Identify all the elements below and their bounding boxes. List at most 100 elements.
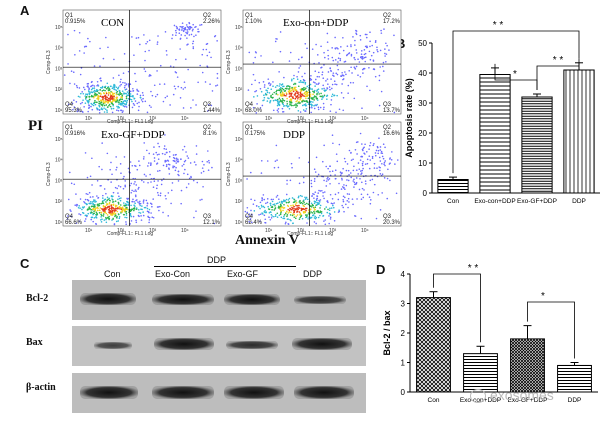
ddp-header-label: DDP <box>207 255 227 265</box>
lane-label-exo-con: Exo-Con <box>155 269 191 279</box>
q2-value: 16.6% <box>383 131 401 137</box>
flow-y-title: Comp-FL3 <box>226 50 232 74</box>
flow-x-tick: 10³ <box>149 228 157 232</box>
flow-x-tick: 10² <box>297 228 305 232</box>
bax-band-exo-gf <box>226 341 278 349</box>
flow-y-tick: 10³ <box>55 178 63 184</box>
bax-band-exo-con <box>154 338 214 350</box>
bar-1 <box>437 179 469 194</box>
y-tick-label: 0 <box>401 388 406 397</box>
y-tick-label: 0 <box>423 189 428 198</box>
flow-y-tick: 10⁴ <box>55 158 63 164</box>
y-tick-label: 40 <box>418 69 427 78</box>
q4-label: Q4 <box>245 102 254 108</box>
flow-x-tick: 10¹ <box>85 228 93 232</box>
q1-value: 1.10% <box>245 19 263 25</box>
bax-band-con <box>94 342 132 349</box>
panel-label-d: D <box>376 262 386 277</box>
y-tick-label: 1 <box>401 359 406 368</box>
y-tick-label: 50 <box>418 39 427 48</box>
y-tick-label: 3 <box>401 300 406 309</box>
flow-y-tick: 10⁵ <box>235 137 243 143</box>
q4-value: 68.0% <box>245 108 263 114</box>
flow-scatter <box>247 28 396 114</box>
row-label-bax: Bax <box>26 337 43 348</box>
annexin-axis-label: Annexin V <box>235 233 299 248</box>
flow-plot-title: Exo-con+DDP <box>283 17 348 29</box>
bar-3 <box>521 96 553 194</box>
flow-y-tick: 10² <box>55 87 63 93</box>
flow-x-tick: 10¹ <box>265 116 273 120</box>
q3-value: 20.3% <box>383 220 401 226</box>
flow-x-tick: 10³ <box>329 228 337 232</box>
flow-y-tick: 10⁵ <box>55 137 63 143</box>
significance-stars: * * <box>493 20 504 31</box>
bcl2-band-ddp <box>294 296 346 304</box>
flow-x-tick: 10¹ <box>85 116 93 120</box>
panel-label-c: C <box>20 256 30 271</box>
bar-4 <box>557 364 592 393</box>
q4-label: Q4 <box>65 214 74 220</box>
flow-x-tick: 10³ <box>149 116 157 120</box>
q2-label: Q2 <box>383 13 392 19</box>
western-blot-panel: DDP Con Exo-Con Exo-GF DDP Bcl-2 Bax β-a… <box>24 255 368 420</box>
flow-y-tick: 10⁴ <box>55 46 63 52</box>
significance-stars: * * <box>468 263 479 274</box>
y-tick-label: 10 <box>418 159 427 168</box>
actin-band-con <box>80 386 138 399</box>
q4-label: Q4 <box>65 102 74 108</box>
flow-x-tick: 10⁴ <box>181 228 189 232</box>
q3-value: 1.44% <box>203 108 221 114</box>
bcl2-band-exo-con <box>152 294 214 305</box>
x-category-label: DDP <box>572 198 586 205</box>
lane-label-ddp: DDP <box>303 269 323 279</box>
flow-x-tick: 10² <box>297 116 305 120</box>
flow-y-tick: 10² <box>55 199 63 205</box>
x-category-label: Exo-GF+DDP <box>508 397 548 404</box>
y-tick-label: 4 <box>401 270 406 279</box>
q4-value: 66.6% <box>65 220 83 226</box>
significance-bracket <box>452 30 580 174</box>
flow-x-title: Comp-FL1:: FL1 Log <box>107 231 154 237</box>
bar-1 <box>416 297 451 393</box>
actin-band-ddp <box>294 386 354 399</box>
flow-x-tick: 10⁴ <box>361 116 369 120</box>
row-label-beta-actin: β-actin <box>26 382 56 393</box>
significance-stars: * * <box>553 55 564 66</box>
bax-band-ddp <box>292 338 352 350</box>
q1-label: Q1 <box>245 13 254 19</box>
flow-y-title: Comp-FL3 <box>46 162 52 186</box>
q4-label: Q4 <box>245 214 254 220</box>
significance-bracket <box>433 273 481 343</box>
q1-value: 0.916% <box>65 131 86 137</box>
pi-axis-label: PI <box>28 118 43 134</box>
flow-plot-title: Exo-GF+DDP <box>101 129 165 141</box>
bar-2 <box>463 353 498 393</box>
flow-x-tick: 10² <box>117 116 125 120</box>
q1-label: Q1 <box>245 125 254 131</box>
flow-x-title: Comp-FL1:: FL1 Log <box>287 119 334 125</box>
flow-y-tick: 10¹ <box>55 108 63 114</box>
watermark: exosomes <box>470 387 554 404</box>
q1-label: Q1 <box>65 13 74 19</box>
flow-y-tick: 10⁵ <box>55 25 63 31</box>
flow-plot-frame <box>242 121 402 227</box>
flow-plot-title: DDP <box>283 129 305 141</box>
apoptosis-bar-chart: 0 10 20 30 40 50 Apoptosis rate (%) Con Exo-con+… <box>404 20 600 205</box>
actin-band-exo-con <box>152 386 214 399</box>
panel-label-a: A <box>20 3 30 18</box>
flow-x-tick: 10⁴ <box>361 228 369 232</box>
flow-y-tick: 10⁵ <box>235 25 243 31</box>
y-axis-title: Apoptosis rate (%) <box>404 78 414 158</box>
flow-scatter <box>63 21 219 114</box>
q3-label: Q3 <box>203 102 212 108</box>
x-category-label: DDP <box>568 397 582 404</box>
x-category-label: Exo-GF+DDP <box>517 198 557 205</box>
x-category-label: Con <box>447 198 459 205</box>
flow-y-tick: 10⁴ <box>235 158 243 164</box>
flow-plot-frame <box>62 9 222 115</box>
